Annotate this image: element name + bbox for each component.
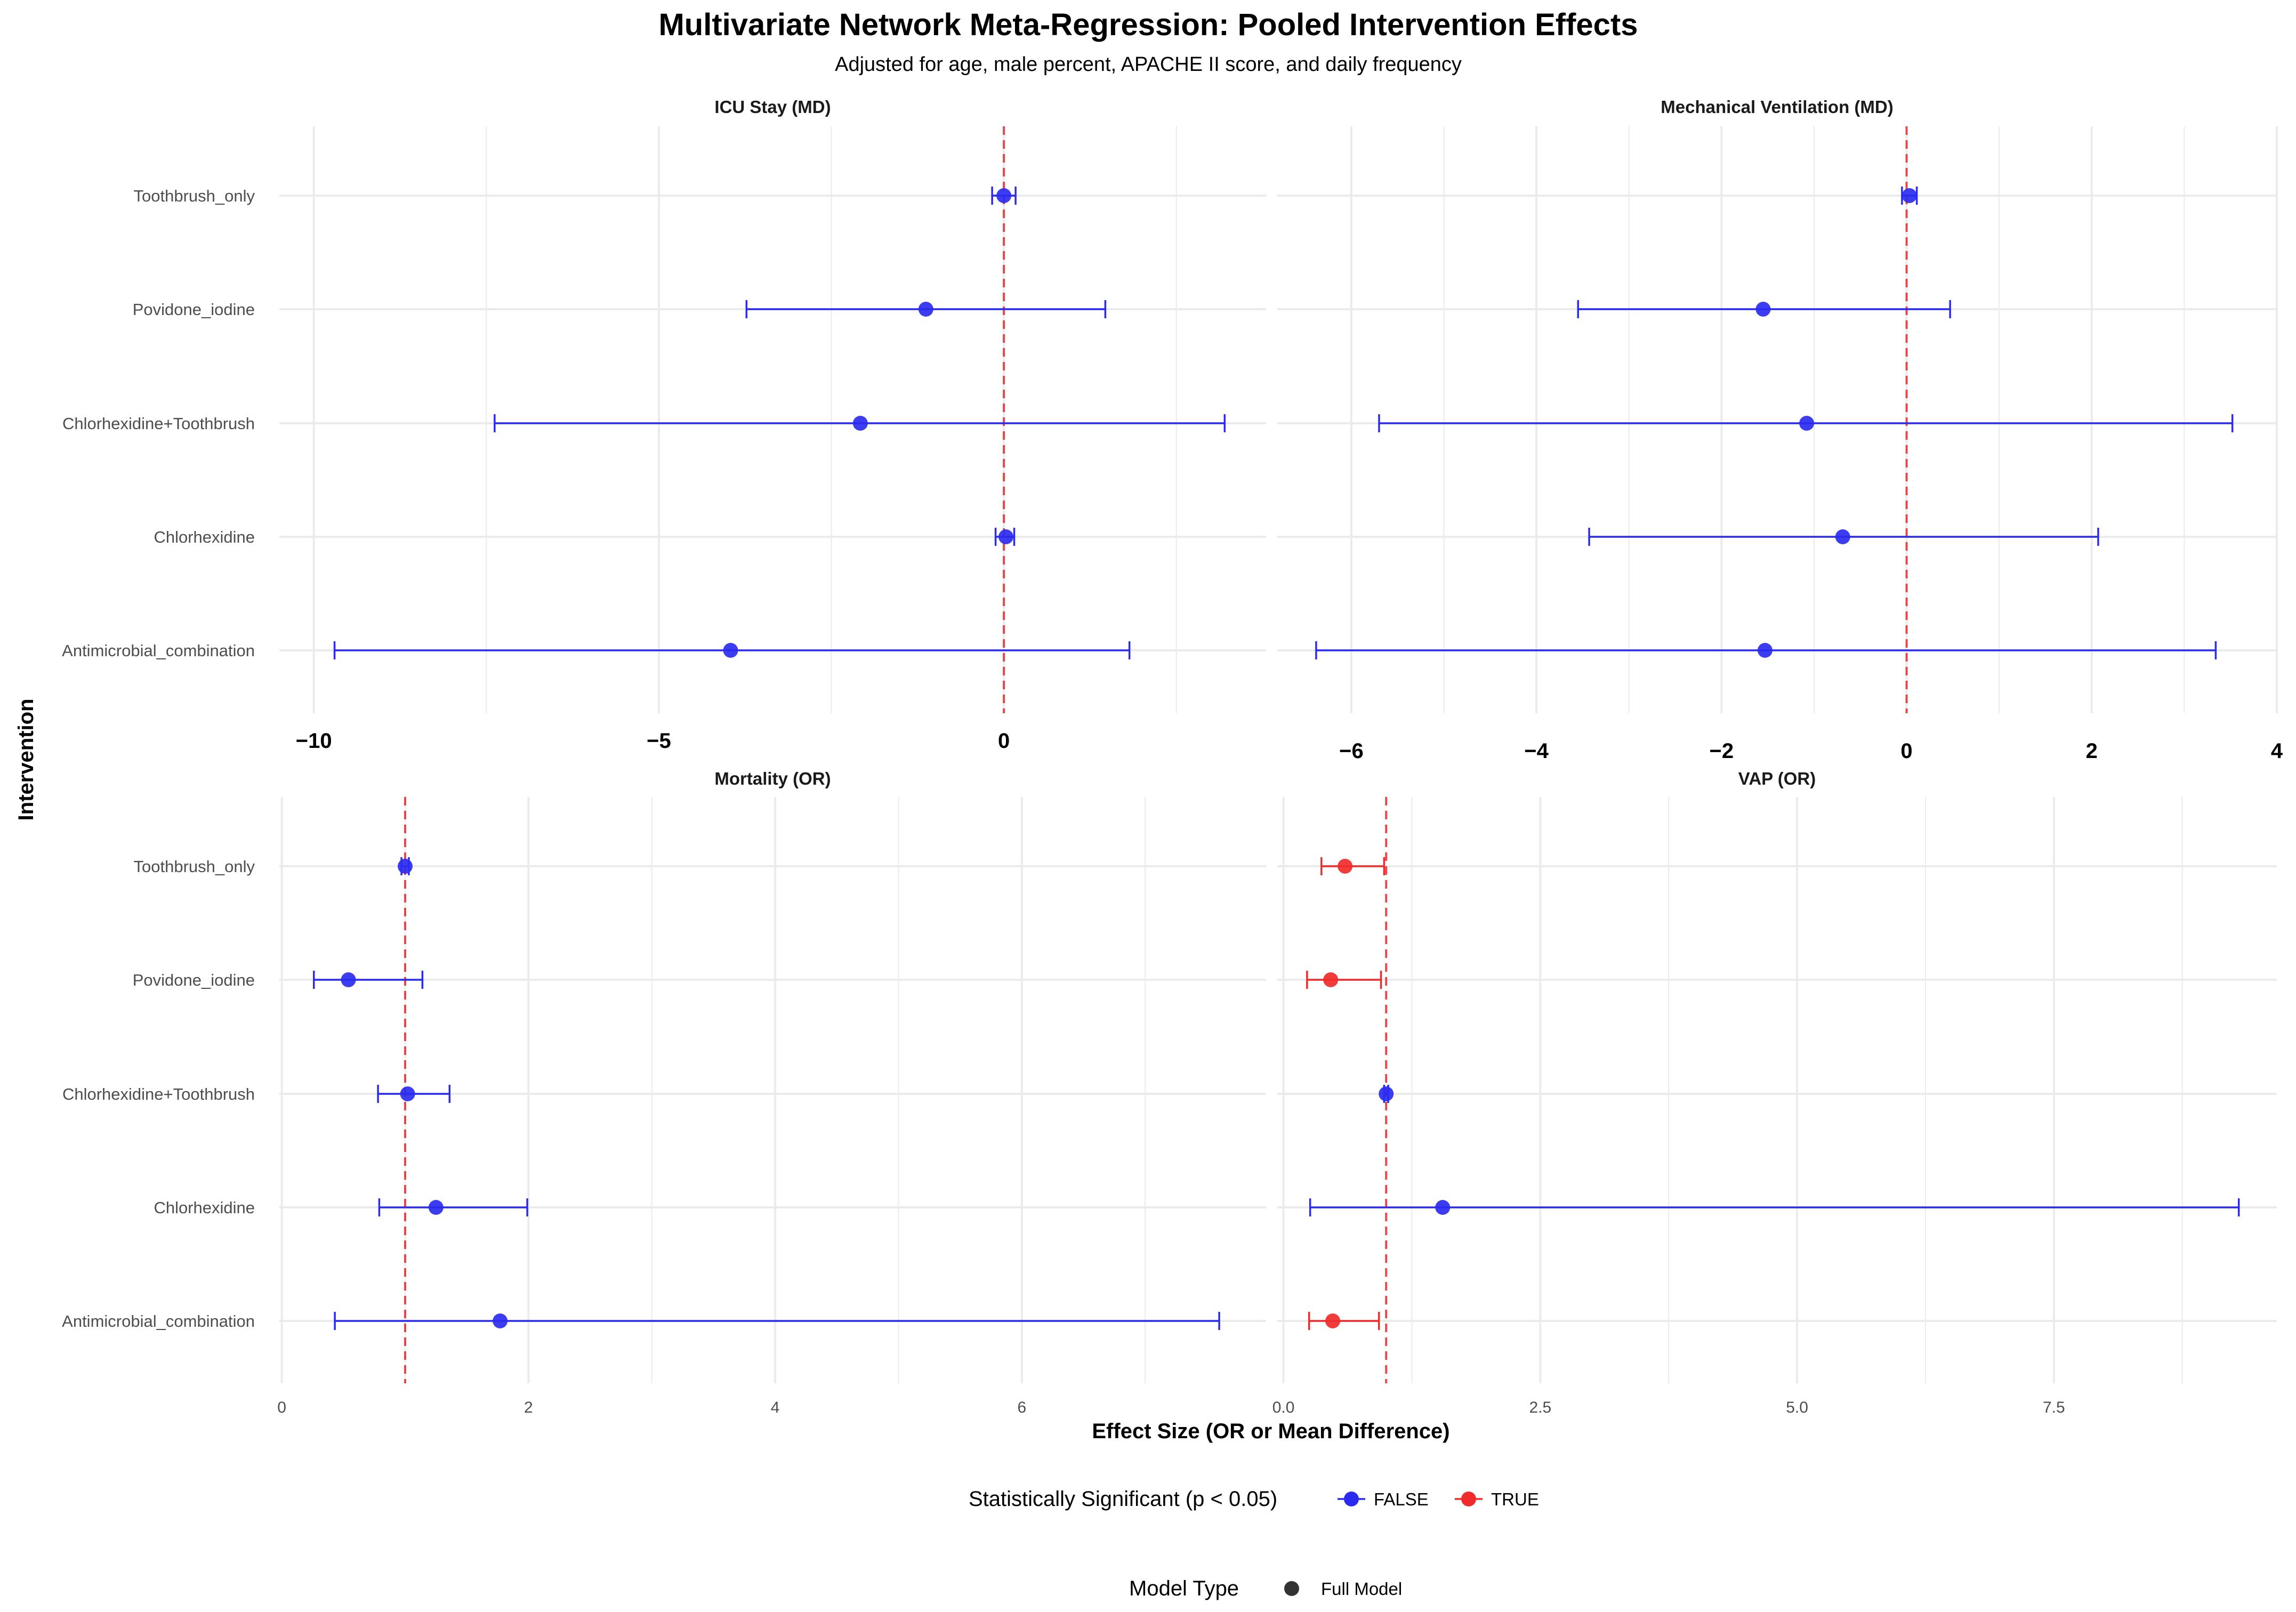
x-tick-label: −6 — [1339, 739, 1364, 763]
x-tick-label: 7.5 — [2043, 1399, 2065, 1416]
point-estimate — [1325, 1313, 1341, 1328]
point-estimate — [1338, 859, 1353, 874]
estimate-chlorhexidine-toothbrush — [377, 1085, 451, 1103]
point-estimate — [723, 643, 738, 658]
x-tick-label: 4 — [2271, 739, 2283, 763]
point-estimate — [852, 416, 868, 431]
y-axis-title: Intervention — [14, 699, 38, 821]
panel-icu: ICU Stay (MD) −10 −5 0 Toothbrush_only Povido… — [62, 97, 1266, 753]
estimate-chlorhexidine — [1588, 528, 2099, 546]
y-category-label: Povidone_iodine — [133, 971, 255, 989]
legend-key-point — [1461, 1492, 1476, 1506]
point-estimate — [1323, 972, 1339, 987]
panels-group: ICU Stay (MD) −10 −5 0 Toothbrush_only Povido… — [62, 97, 2283, 1416]
panel-vap: VAP (OR) 0.0 2.5 5.0 7.5 — [1272, 769, 2277, 1416]
point-estimate — [1799, 416, 1815, 431]
point-estimate — [1755, 302, 1771, 317]
point-estimate — [998, 529, 1014, 544]
legend-model-title: Model Type — [1129, 1577, 1239, 1600]
x-tick-label: −4 — [1524, 739, 1549, 763]
estimate-povidone-iodine — [1306, 971, 1382, 989]
facet-title-mv: Mechanical Ventilation (MD) — [1661, 97, 1893, 117]
x-axis-title: Effect Size (OR or Mean Difference) — [1092, 1420, 1449, 1443]
estimate-antimicrobial-combination — [1315, 641, 2217, 659]
y-category-label: Chlorhexidine+Toothbrush — [62, 1085, 255, 1103]
y-category-label: Chlorhexidine — [154, 1198, 255, 1217]
chart-title: Multivariate Network Meta-Regression: Po… — [658, 7, 1638, 42]
estimate-toothbrush-only — [1901, 187, 1918, 205]
panel-mv: Mechanical Ventilation (MD) −6 −4 −2 0 2 4 — [1277, 97, 2283, 763]
estimate-chlorhexidine-toothbrush — [494, 414, 1226, 432]
estimate-chlorhexidine — [994, 528, 1016, 546]
point-estimate — [341, 972, 356, 987]
estimate-antimicrobial-combination — [334, 1312, 1220, 1330]
legend: Statistically Significant (p < 0.05) FALS… — [969, 1487, 1539, 1600]
facet-title-icu: ICU Stay (MD) — [714, 97, 831, 117]
y-category-label: Chlorhexidine+Toothbrush — [62, 414, 255, 433]
point-estimate — [1902, 188, 1917, 203]
estimate-antimicrobial-combination — [1308, 1312, 1380, 1330]
estimate-chlorhexidine — [378, 1198, 528, 1216]
estimate-chlorhexidine-toothbrush — [1379, 1085, 1394, 1103]
y-category-label: Chlorhexidine — [154, 528, 255, 546]
estimate-chlorhexidine-toothbrush — [1378, 414, 2234, 432]
x-tick-label: 2.5 — [1529, 1399, 1551, 1416]
x-tick-label: 5.0 — [1786, 1399, 1808, 1416]
legend-key-point — [1284, 1581, 1299, 1596]
legend-item-false: FALSE — [1338, 1489, 1429, 1509]
estimate-chlorhexidine — [1309, 1198, 2240, 1216]
x-tick-label: 0 — [277, 1399, 286, 1416]
legend-item-true: TRUE — [1455, 1489, 1539, 1509]
estimate-toothbrush-only — [1320, 857, 1385, 875]
y-category-label: Antimicrobial_combination — [62, 1312, 255, 1331]
point-estimate — [1757, 643, 1773, 658]
x-tick-label: 0.0 — [1272, 1399, 1295, 1416]
facet-title-vap: VAP (OR) — [1738, 769, 1816, 788]
legend-label: FALSE — [1374, 1489, 1429, 1509]
legend-key-point — [1344, 1492, 1359, 1506]
estimate-povidone-iodine — [313, 971, 424, 989]
x-tick-label: 2 — [524, 1399, 533, 1416]
x-tick-label: 0 — [1900, 739, 1912, 763]
x-tick-label: 6 — [1018, 1399, 1027, 1416]
point-estimate — [918, 302, 933, 317]
point-estimate — [400, 1086, 415, 1101]
point-estimate — [398, 859, 413, 874]
estimate-povidone-iodine — [1577, 300, 1951, 318]
y-category-label: Povidone_iodine — [133, 300, 255, 319]
estimate-povidone-iodine — [745, 300, 1107, 318]
y-category-label: Toothbrush_only — [134, 857, 255, 876]
point-estimate — [996, 188, 1012, 203]
y-category-label: Toothbrush_only — [134, 187, 255, 205]
legend-item-full-model: Full Model — [1284, 1579, 1402, 1599]
facet-title-mort: Mortality (OR) — [714, 769, 831, 788]
point-estimate — [428, 1200, 444, 1215]
chart-subtitle: Adjusted for age, male percent, APACHE I… — [835, 53, 1462, 76]
panel-mort: Mortality (OR) 0 2 4 6 Toothbrush_only Povidon… — [62, 769, 1266, 1416]
x-tick-label: −2 — [1710, 739, 1734, 763]
legend-label: Full Model — [1321, 1579, 1402, 1599]
x-tick-label: −10 — [296, 729, 332, 753]
legend-significance-title: Statistically Significant (p < 0.05) — [969, 1487, 1277, 1511]
estimate-antimicrobial-combination — [333, 641, 1131, 659]
point-estimate — [1435, 1200, 1451, 1215]
point-estimate — [1835, 529, 1850, 544]
point-estimate — [493, 1313, 508, 1328]
x-tick-label: −5 — [647, 729, 671, 753]
x-tick-label: 0 — [998, 729, 1010, 753]
estimate-toothbrush-only — [398, 857, 413, 875]
x-tick-label: 4 — [771, 1399, 780, 1416]
y-category-label: Antimicrobial_combination — [62, 641, 255, 660]
x-tick-label: 2 — [2086, 739, 2098, 763]
point-estimate — [1379, 1086, 1394, 1101]
estimate-toothbrush-only — [991, 187, 1017, 205]
legend-label: TRUE — [1491, 1489, 1539, 1509]
